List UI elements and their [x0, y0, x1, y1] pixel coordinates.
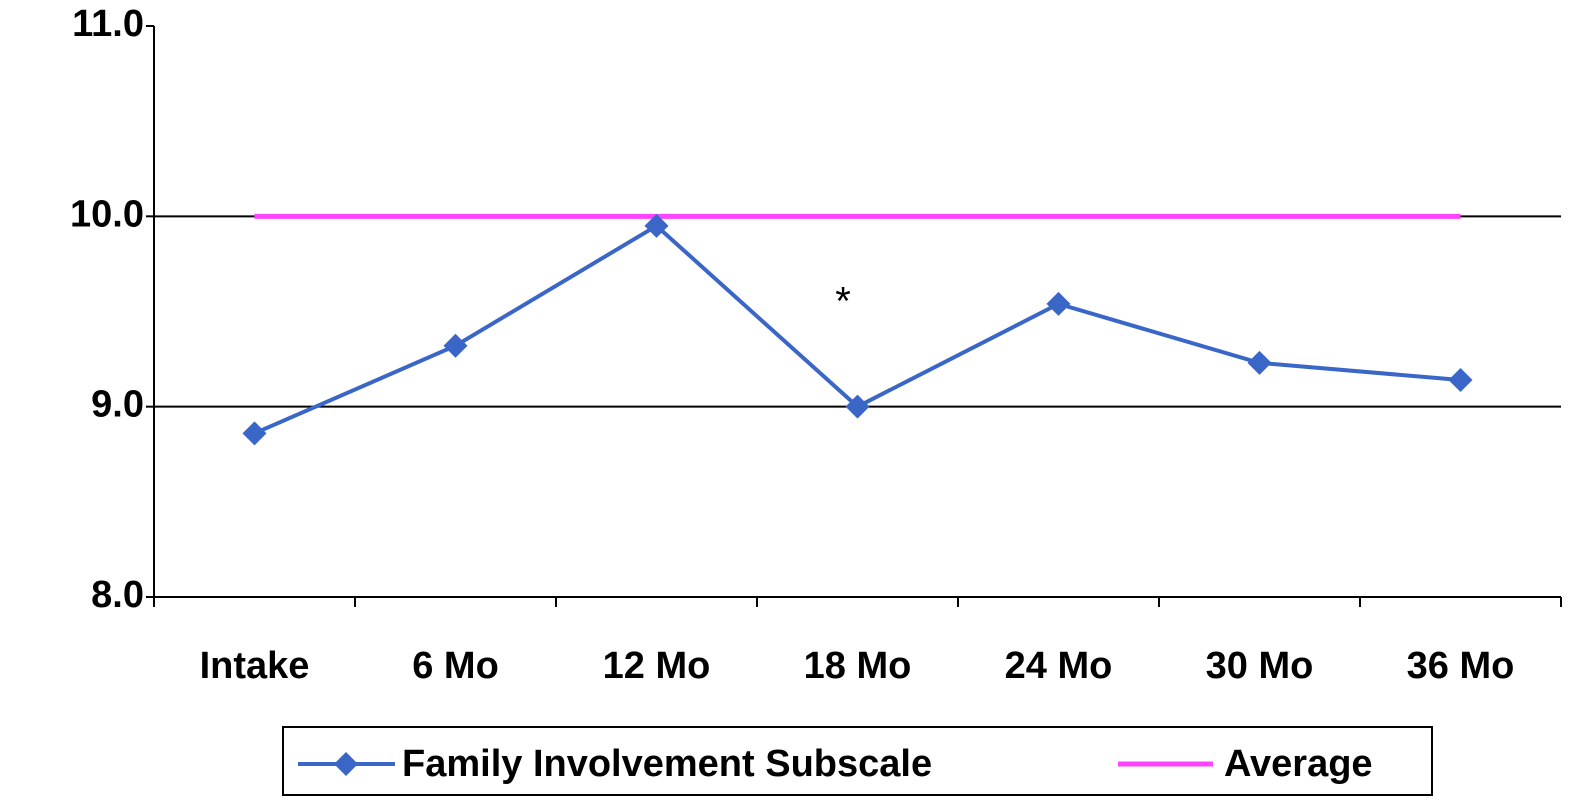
- y-tick-label: 8.0: [91, 574, 144, 616]
- marker: [242, 421, 267, 446]
- y-tick-label: 9.0: [91, 384, 144, 426]
- annotation: *: [835, 280, 851, 324]
- x-tick-label: 24 Mo: [1005, 645, 1113, 687]
- marker: [1247, 350, 1272, 375]
- x-tick-label: Intake: [200, 645, 310, 687]
- legend-label: Family Involvement Subscale: [402, 743, 932, 785]
- x-tick-label: 6 Mo: [412, 645, 499, 687]
- marker: [1448, 368, 1473, 393]
- y-tick-label: 10.0: [70, 193, 144, 235]
- marker: [644, 213, 669, 238]
- legend-label: Average: [1224, 743, 1373, 785]
- marker: [845, 394, 870, 419]
- y-tick-label: 11.0: [72, 3, 144, 45]
- x-tick-label: 18 Mo: [804, 645, 912, 687]
- legend-marker: [334, 752, 358, 776]
- marker: [1046, 291, 1071, 316]
- x-tick-label: 30 Mo: [1206, 645, 1314, 687]
- marker: [443, 333, 468, 358]
- legend-box: [282, 726, 1433, 796]
- x-tick-label: 12 Mo: [603, 645, 711, 687]
- x-tick-label: 36 Mo: [1407, 645, 1515, 687]
